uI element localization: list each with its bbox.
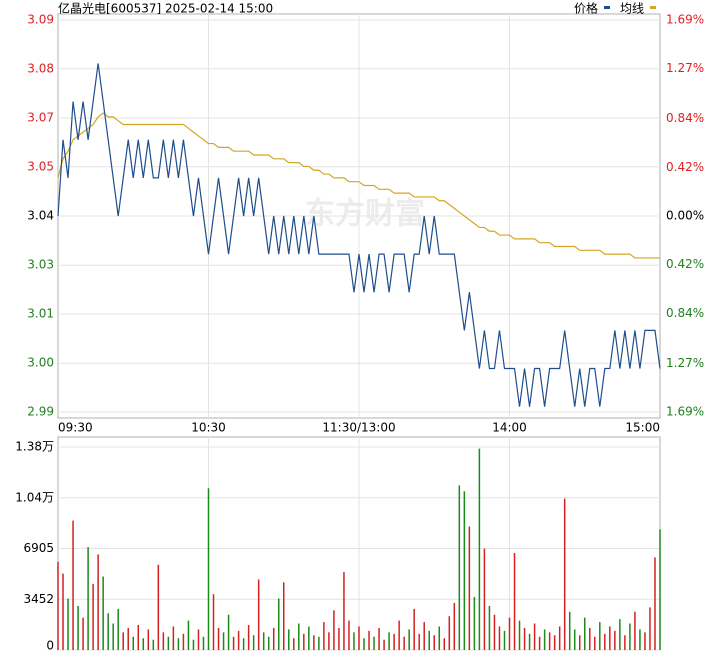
chart-title: 亿晶光电[600537] 2025-02-14 15:00 — [58, 1, 273, 16]
price-line — [57, 63, 661, 407]
y-tick-label: 3.00 — [27, 356, 54, 370]
price-line — [57, 112, 660, 259]
y2-tick-label: 0.84% — [666, 111, 704, 125]
y2-tick-label: 1.27% — [666, 61, 704, 75]
y2-tick-label: 0.84% — [666, 306, 704, 320]
legend-swatch — [650, 6, 656, 9]
y-tick-label: 3.09 — [27, 13, 54, 27]
y-tick-label: 1.04万 — [15, 490, 54, 504]
y-tick-label: 1.38万 — [15, 440, 54, 454]
y-tick-label: 6905 — [23, 541, 54, 555]
y-tick-label: 0 — [46, 639, 54, 653]
y-tick-label: 3.05 — [27, 159, 54, 173]
y-tick-label: 3.07 — [27, 111, 54, 125]
y2-tick-label: 1.69% — [666, 405, 704, 419]
y-tick-label: 2.99 — [27, 405, 54, 419]
y2-tick-label: 1.69% — [666, 13, 704, 27]
legend-label: 价格 — [574, 1, 598, 16]
x-tick-label: 15:00 — [625, 421, 660, 435]
legend-swatch — [603, 6, 610, 9]
y-tick-label: 3452 — [23, 592, 54, 606]
y-tick-label: 3.08 — [27, 61, 54, 75]
y-tick-label: 3.03 — [27, 258, 54, 272]
x-tick-label: 11:30/13:00 — [322, 421, 395, 435]
legend-label: 均线 — [620, 2, 644, 16]
x-tick-label: 14:00 — [492, 421, 527, 435]
y2-tick-label: 1.27% — [666, 356, 704, 370]
watermark: 东方财富 — [305, 197, 425, 232]
y-tick-label: 3.04 — [27, 209, 54, 223]
y-tick-label: 3.01 — [27, 307, 54, 321]
y2-tick-label: 0.42% — [666, 160, 704, 174]
x-tick-label: 09:30 — [58, 421, 93, 435]
x-tick-label: 10:30 — [191, 421, 226, 435]
y2-tick-label: 0.42% — [666, 257, 704, 271]
y2-tick-label: 0.00% — [666, 209, 704, 223]
